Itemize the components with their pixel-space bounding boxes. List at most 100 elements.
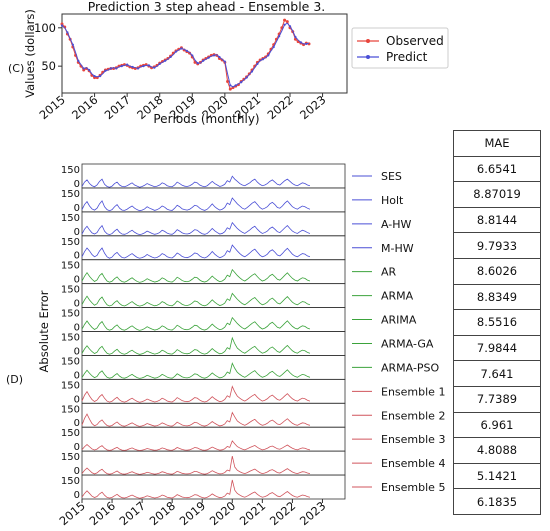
subplot-legend-label: SES [381,170,402,183]
mae-table-row: 4.8088 [453,437,541,464]
panel-c-predict-point [93,75,96,78]
subplot-ytick-bottom: 0 [74,323,80,334]
panel-c-xlabel: Periods (monthly) [153,112,259,126]
subplot-legend-label: Ensemble 3 [381,433,445,446]
panel-c-series-line [61,22,310,88]
panel-c-observed-point [283,18,287,22]
mae-table-row: 5.1421 [453,462,541,490]
panel-c-observed-point [285,20,289,24]
subplot-error-line [81,336,311,355]
panel-c-predict-point [158,62,161,65]
panel-c-xtick-label: 2016 [69,93,100,123]
subplot-ytick-bottom: 0 [74,418,80,429]
subplot-frame [81,259,346,285]
panel-c-predict-point [207,56,210,59]
panel-c-prediction-chart: Prediction 3 step ahead - Ensemble 3. (C)… [8,0,449,126]
panel-c-observed-point [226,79,230,83]
panel-c-predict-point [283,23,286,26]
panel-c-predict-point [174,50,178,53]
mae-value: 7.641 [453,360,541,387]
mae-value: 6.961 [453,411,541,439]
subplot-ytick-top: 150 [61,213,80,224]
subplot-ytick-top: 150 [61,189,80,200]
mae-table-row: 6.6541 [453,155,541,183]
subplot-ytick-top: 150 [61,333,80,344]
panel-c-predict-point [261,58,264,61]
panel-c-predict-point [164,59,167,62]
panel-d-xtick-label: 2020 [207,499,238,529]
panel-c-predict-point [147,64,150,67]
subplot-ytick-bottom: 0 [74,466,80,477]
mae-value: 8.8349 [453,283,541,311]
subplot-frame [81,187,346,213]
panel-c-predict-point [191,54,194,57]
mae-table-row: 9.7933 [453,232,541,259]
panel-c-xtick-label: 2022 [264,93,295,123]
mae-table-row: 8.87019 [453,181,541,208]
mae-table-row: 8.5516 [453,309,541,336]
subplot-ytick-top: 150 [61,237,80,248]
subplot-error-line [81,385,311,403]
subplot-legend-label: M-HW [381,242,414,255]
subplot-error-line [81,268,311,283]
subplot-legend-label: ARMA-GA [381,337,434,350]
panel-c-predict-point [120,65,123,68]
subplot-error-line [81,479,311,499]
panel-c-predict-point [88,68,91,72]
subplot-ytick-bottom: 0 [74,299,80,310]
panel-c-predict-point [305,42,308,46]
subplot-ytick-top: 150 [61,476,80,487]
subplot-ytick-bottom: 0 [74,442,80,453]
mae-table-row: 7.9844 [453,334,541,362]
panel-d-xtick-label: 2022 [267,499,298,529]
mae-value: 8.5516 [453,309,541,336]
mae-table-row: 8.8349 [453,283,541,311]
panel-c-predict-point [142,65,145,68]
panel-c-predict-point [98,75,102,78]
subplot-error-line [81,197,311,212]
panel-c-predict-point [245,76,248,79]
panel-c-frame [61,13,348,94]
subplot-ytick-top: 150 [61,261,80,272]
panel-c-xtick-label: 2017 [102,93,133,123]
subplot-ytick-bottom: 0 [74,275,80,286]
subplot-ytick-top: 150 [61,452,80,463]
subplot-ytick-top: 150 [61,285,80,296]
subplot-ytick-bottom: 0 [74,179,80,190]
subplot-frame [81,211,346,237]
mae-table-row: 6.1835 [453,488,541,515]
subplot-ytick-bottom: 0 [74,203,80,214]
mae-table-row: 7.7389 [453,385,541,413]
subplot-ytick-bottom: 0 [74,346,80,357]
subplot-error-line [81,411,311,427]
subplot-error-line [81,292,311,307]
subplot-error-line [81,175,311,188]
panel-c-predict-point [202,59,205,62]
mae-table-row: 8.6026 [453,257,541,285]
panel-d-xtick-label: 2015 [56,499,87,529]
subplot-legend-label: Ensemble 5 [381,481,445,494]
panel-c-ytick-label: 50 [41,59,56,73]
panel-d-xtick-label: 2019 [177,499,208,529]
panel-d-xtick-label: 2017 [117,499,148,529]
subplot-legend-label: A-HW [381,218,412,231]
legend-label: Observed [386,34,444,48]
subplot-error-line [81,440,311,451]
panel-c-predict-point [223,60,226,63]
panel-c-predict-point [250,70,254,73]
subplot-legend-label: Holt [381,194,404,207]
subplot-ytick-top: 150 [61,165,80,176]
panel-c-predict-point [256,62,259,65]
mae-value: 4.8088 [453,437,541,464]
panel-c-predict-point [234,84,237,87]
subplot-frame [81,283,346,308]
panel-c-predict-point [272,45,275,49]
panel-c-predict-point [288,25,292,28]
subplot-frame [81,378,346,404]
panel-c-ytick-label: 100 [34,21,56,35]
panel-c-predict-point [71,43,74,46]
panel-d-ylabel: Absolute Error [37,290,51,372]
subplot-ytick-top: 150 [61,356,80,367]
panel-c-xtick-label: 2023 [297,93,328,123]
